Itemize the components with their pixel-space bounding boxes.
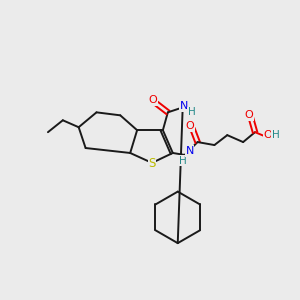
- Text: O: O: [148, 95, 157, 106]
- Text: H: H: [188, 107, 196, 117]
- Text: N: N: [185, 146, 194, 156]
- Text: H: H: [179, 156, 187, 166]
- Text: O: O: [185, 121, 194, 131]
- Text: O: O: [245, 110, 254, 120]
- Text: N: N: [179, 101, 188, 111]
- Text: S: S: [148, 158, 156, 170]
- Text: H: H: [272, 130, 280, 140]
- Text: O: O: [263, 130, 272, 140]
